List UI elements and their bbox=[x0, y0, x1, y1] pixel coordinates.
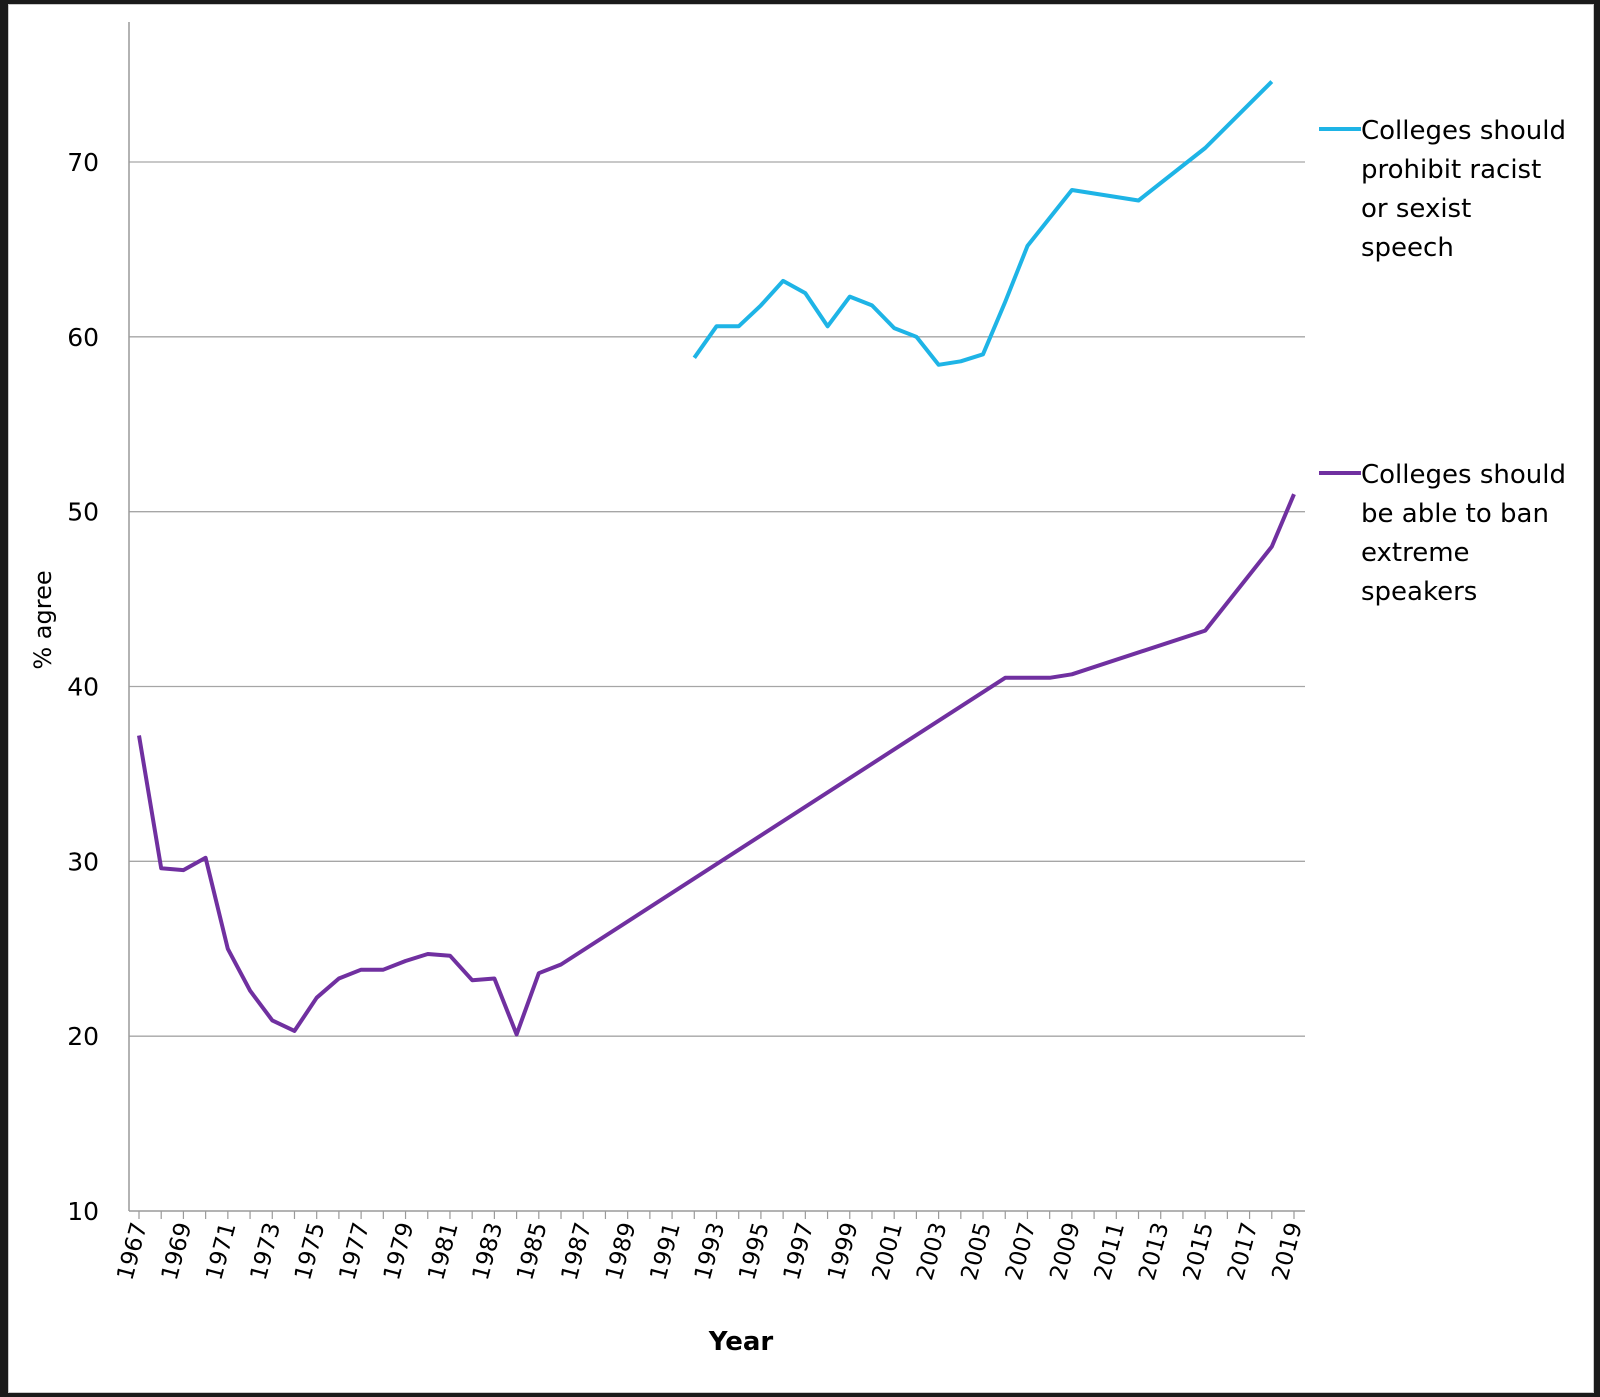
x-tick-label: 1981 bbox=[423, 1220, 463, 1283]
x-tick-label: 2003 bbox=[912, 1220, 952, 1283]
x-tick-label: 1989 bbox=[601, 1220, 641, 1283]
legend-label: Colleges should bbox=[1361, 116, 1566, 146]
legend-label: speech bbox=[1361, 233, 1454, 263]
legend-label: or sexist bbox=[1361, 194, 1471, 224]
legend-label: extreme bbox=[1361, 538, 1470, 568]
legend-label: speakers bbox=[1361, 577, 1477, 607]
legend: Colleges should prohibit racist or sexist s… bbox=[1319, 116, 1566, 607]
y-tick-label: 30 bbox=[67, 847, 99, 876]
x-tick-label: 1997 bbox=[779, 1220, 819, 1283]
x-tick-label: 1983 bbox=[468, 1220, 508, 1283]
x-tick-label: 1979 bbox=[379, 1220, 419, 1283]
y-tick-label: 20 bbox=[67, 1022, 99, 1051]
series-lines bbox=[137, 80, 1296, 1037]
x-tick-label: 1971 bbox=[201, 1220, 241, 1283]
series-line-2 bbox=[137, 493, 1296, 1037]
x-tick-label: 1967 bbox=[113, 1220, 153, 1283]
x-tick-label: 1991 bbox=[646, 1220, 686, 1283]
y-tick-label: 40 bbox=[67, 673, 99, 702]
y-tick-label: 50 bbox=[67, 498, 99, 527]
x-tick-label: 1985 bbox=[512, 1220, 552, 1283]
legend-label: be able to ban bbox=[1361, 499, 1549, 529]
legend-label: prohibit racist bbox=[1361, 155, 1541, 185]
x-tick-label: 1977 bbox=[335, 1220, 375, 1283]
x-axis-title: Year bbox=[708, 1327, 774, 1357]
x-tick-label: 1995 bbox=[734, 1220, 774, 1283]
y-axis-title: % agree bbox=[29, 570, 57, 669]
x-tick-label: 1973 bbox=[246, 1220, 286, 1283]
x-tick-label: 1987 bbox=[557, 1220, 597, 1283]
legend-label: Colleges should bbox=[1361, 460, 1566, 490]
chart-frame: 10 20 30 40 50 60 70 1967 1969 1971 1973 1975 1977 1… bbox=[8, 4, 1594, 1393]
gridlines bbox=[129, 161, 1305, 1037]
x-tick-label: 2001 bbox=[868, 1220, 908, 1283]
x-tick-label: 2011 bbox=[1090, 1220, 1130, 1283]
x-tick-label: 2015 bbox=[1179, 1220, 1219, 1283]
y-tick-label: 60 bbox=[67, 323, 99, 352]
x-tick-label: 2013 bbox=[1134, 1220, 1174, 1283]
y-tick-labels: 10 20 30 40 50 60 70 bbox=[67, 148, 99, 1226]
series-line-1 bbox=[692, 80, 1274, 367]
x-tick-label: 1993 bbox=[690, 1220, 730, 1283]
y-tick-label: 70 bbox=[67, 148, 99, 177]
x-tick-label: 1975 bbox=[290, 1220, 330, 1283]
x-tick-label: 2019 bbox=[1268, 1220, 1308, 1283]
x-tick-label: 2005 bbox=[957, 1220, 997, 1283]
x-tick-label: 2017 bbox=[1223, 1220, 1263, 1283]
x-tick-label: 2009 bbox=[1045, 1220, 1085, 1283]
x-tick-label: 2007 bbox=[1001, 1220, 1041, 1283]
x-tick-label: 1969 bbox=[157, 1220, 197, 1283]
x-tick-labels: 1967 1969 1971 1973 1975 1977 1979 1981 1983 1985… bbox=[113, 1211, 1308, 1283]
y-tick-label: 10 bbox=[67, 1197, 99, 1226]
x-tick-label: 1999 bbox=[823, 1220, 863, 1283]
